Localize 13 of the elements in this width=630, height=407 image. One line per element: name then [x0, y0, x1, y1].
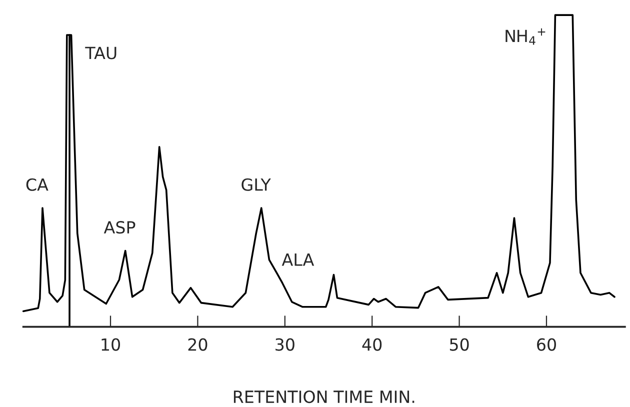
x-tick-label: 10 [102, 338, 120, 351]
annotation: NH$_{4}$$^{+}$ [506, 28, 546, 45]
x-tick-label: 50 [450, 338, 469, 351]
annotation: TAU [85, 46, 116, 60]
annotation: CA [26, 178, 48, 191]
annotation: ALA [282, 254, 314, 266]
annotation: GLY [242, 178, 271, 191]
x-tick-label: 30 [276, 338, 294, 351]
x-tick-label: 40 [362, 338, 382, 351]
annotation: ASP [104, 221, 136, 234]
x-tick-label: 60 [537, 338, 556, 351]
x-tick-label: 20 [188, 338, 208, 351]
x-axis-title: RETENTION TIME MIN. [234, 390, 414, 404]
